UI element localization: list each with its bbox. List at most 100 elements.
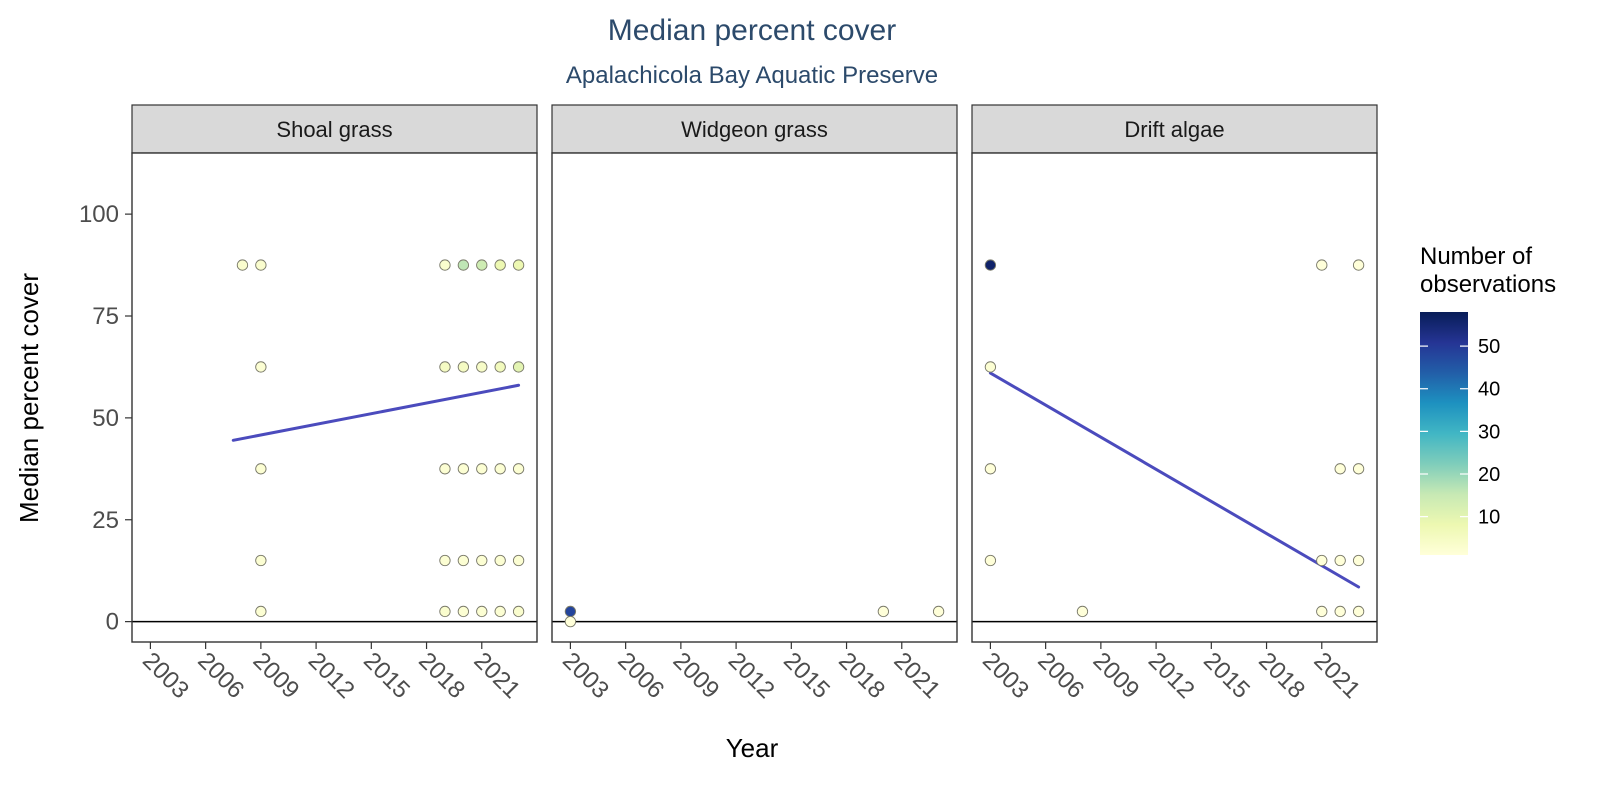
data-point [512,605,525,618]
data-point [476,463,488,475]
legend-tick-label: 10 [1478,507,1500,529]
data-point [1352,605,1365,618]
data-point [512,554,525,567]
data-point [984,361,997,373]
x-tick-label: 2009 [1088,647,1145,704]
data-point [476,554,488,567]
data-point [439,361,451,373]
data-point [476,361,488,373]
data-point [1316,259,1328,271]
data-point [1352,463,1365,475]
x-tick-label: 2012 [723,647,780,704]
x-tick-label: 2018 [413,647,470,704]
y-tick-label: 25 [92,507,119,534]
data-point [457,259,470,271]
facet-panel [552,153,957,642]
data-point [1334,554,1346,567]
x-tick-label: 2012 [1143,647,1200,704]
facet-strip-label: Shoal grass [276,117,392,142]
facet-panel-border [971,152,1378,643]
facet-panel [132,153,537,642]
data-point [1334,463,1346,475]
data-point [512,463,525,475]
x-axis-title: Year [726,733,779,763]
data-point [494,361,506,373]
data-point [494,259,506,271]
color-legend: Number of observations 10 20 30 40 50 [1420,243,1556,555]
facet-strip [551,104,958,154]
data-point [1352,554,1365,567]
x-tick-label: 2006 [192,647,249,704]
facet-panel [972,153,1377,642]
trend-line [231,383,521,442]
data-point [457,361,470,373]
chart-title: Median percent cover [608,14,897,47]
data-point [1316,554,1328,567]
x-tick-label: 2015 [778,647,835,704]
legend-tick-label: 30 [1478,421,1500,443]
legend-tick-label: 40 [1478,379,1500,401]
data-point [255,361,267,373]
legend-title-line2: observations [1420,271,1556,298]
data-point [1352,259,1365,271]
y-axis-title: Median percent cover [14,273,44,523]
y-tick-label: 50 [92,405,119,432]
y-tick-label: 75 [92,303,119,330]
data-point [457,463,470,475]
facet-strip-label: Drift algae [1124,117,1224,142]
data-point [494,605,506,618]
legend-ticks: 10 20 30 40 50 [1420,336,1500,529]
data-point [564,605,577,618]
data-point [255,554,267,567]
data-point [1316,605,1328,618]
data-point [236,259,249,271]
x-tick-label: 2015 [358,647,415,704]
data-point [984,259,997,271]
facet-strip-label: Widgeon grass [681,117,828,142]
facet-strip [971,104,1378,154]
data-point [932,605,945,618]
data-point [457,554,470,567]
chart-subtitle: Apalachicola Bay Aquatic Preserve [566,62,938,89]
data-point [439,554,451,567]
data-point [439,463,451,475]
data-point [512,361,525,373]
x-tick-label: 2006 [612,647,669,704]
legend-colorbar [1420,312,1468,555]
data-point [255,463,267,475]
y-tick-label: 100 [79,201,119,228]
x-tick-label: 2003 [557,647,614,704]
x-tick-label: 2021 [469,647,526,704]
data-point [439,605,451,618]
data-point [984,463,997,475]
x-tick-label: 2003 [977,647,1034,704]
data-point [457,605,470,618]
data-point [439,259,451,271]
data-point [1334,605,1346,618]
x-tick-label: 2009 [668,647,725,704]
legend-tick-label: 20 [1478,464,1500,486]
facet-panel-border [131,152,538,643]
data-point [494,554,506,567]
x-tick-label: 2006 [1032,647,1089,704]
x-tick-label: 2003 [137,647,194,704]
data-point [255,605,267,618]
trend-line [988,371,1361,589]
data-point [255,259,267,271]
data-point [1076,605,1089,618]
data-point [512,259,525,271]
x-tick-label: 2018 [1253,647,1310,704]
facet-strip [131,104,538,154]
data-point [476,259,488,271]
x-tick-label: 2012 [303,647,360,704]
y-tick-label: 0 [106,609,119,636]
x-tick-label: 2015 [1198,647,1255,704]
legend-title-line1: Number of [1420,243,1532,270]
legend-tick-label: 50 [1478,336,1500,358]
data-point [984,554,997,567]
x-tick-label: 2009 [248,647,305,704]
data-point [494,463,506,475]
data-point [877,605,890,618]
